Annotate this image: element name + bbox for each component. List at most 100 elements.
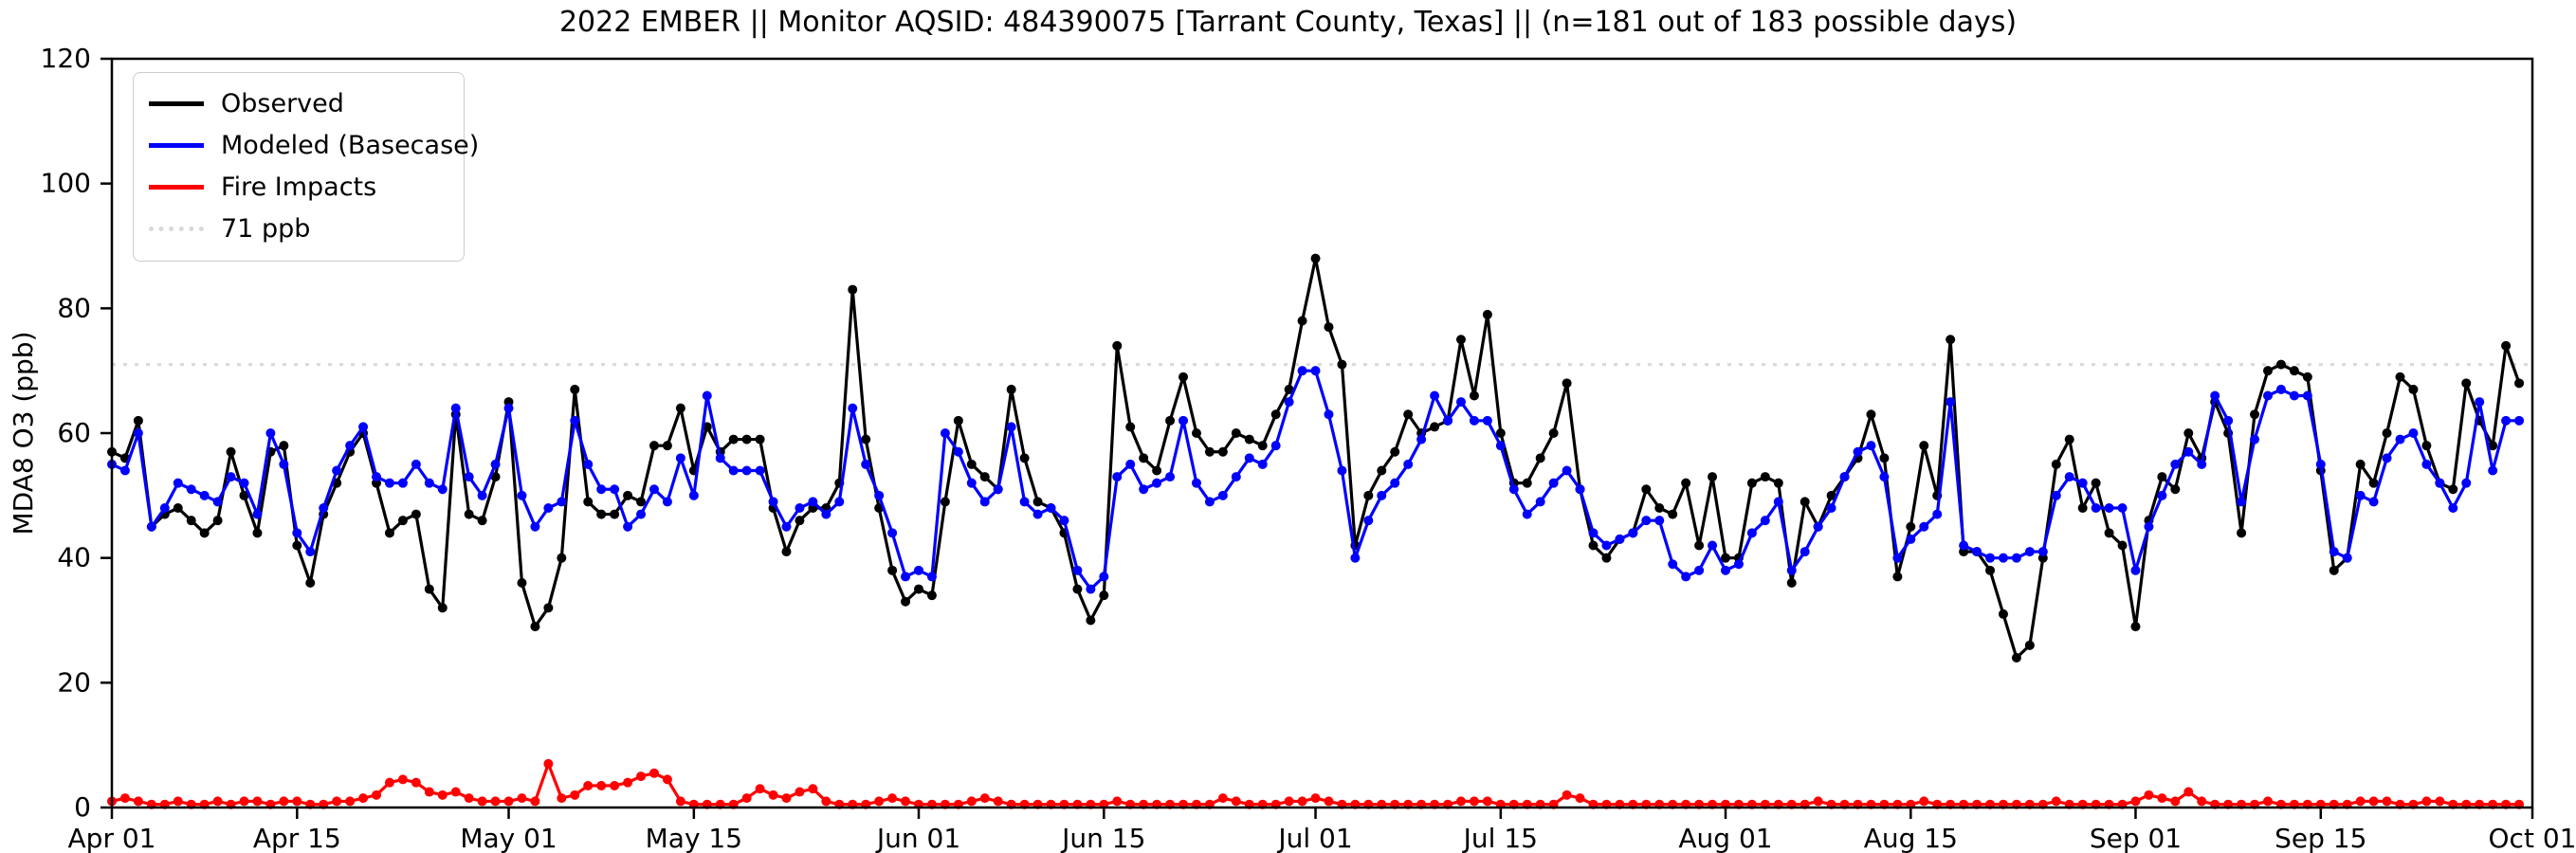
data-point	[212, 516, 223, 526]
data-point	[2421, 459, 2432, 469]
data-point	[133, 428, 143, 438]
data-point	[173, 478, 183, 488]
data-point	[1786, 578, 1797, 588]
data-point	[2329, 547, 2339, 557]
data-point	[755, 465, 765, 476]
data-point	[940, 497, 950, 507]
fire-line-sample	[149, 184, 204, 190]
data-point	[1178, 415, 1189, 426]
data-point	[675, 796, 685, 807]
data-point	[1668, 559, 1678, 570]
data-point	[2514, 378, 2525, 389]
data-point	[1760, 516, 1770, 526]
data-point	[2275, 384, 2286, 394]
data-point	[1337, 465, 1347, 476]
data-point	[464, 472, 474, 482]
data-point	[1906, 521, 1916, 532]
data-point	[979, 497, 990, 507]
data-point	[397, 774, 408, 785]
data-point	[1641, 516, 1652, 526]
data-point	[1641, 484, 1652, 495]
data-point	[636, 497, 647, 507]
data-point	[2421, 796, 2432, 807]
data-point	[1932, 509, 1943, 519]
data-point	[437, 789, 448, 800]
data-point	[1562, 465, 1572, 476]
axes-frame	[110, 57, 2534, 809]
data-point	[1231, 796, 1241, 807]
data-point	[596, 509, 607, 519]
data-point	[636, 509, 647, 519]
data-point	[2262, 366, 2273, 376]
data-point	[966, 459, 977, 469]
x-tick-label: Jun 01	[875, 823, 960, 853]
data-point	[397, 478, 408, 488]
data-point	[2144, 521, 2154, 532]
data-point	[119, 465, 130, 476]
data-point	[358, 422, 369, 432]
data-point	[2077, 478, 2088, 488]
data-point	[437, 603, 448, 613]
data-point	[1866, 409, 1876, 420]
data-point	[1363, 490, 1374, 500]
data-point	[596, 780, 607, 790]
data-point	[1839, 472, 1850, 482]
data-point	[1906, 534, 1916, 544]
data-point	[926, 590, 937, 601]
data-point	[1998, 553, 2008, 563]
y-tick-label: 60	[57, 417, 91, 448]
data-point	[1046, 503, 1056, 513]
data-point	[1430, 390, 1440, 401]
data-point	[953, 446, 963, 457]
data-point	[226, 472, 236, 482]
data-point	[755, 784, 765, 794]
data-point	[2355, 459, 2366, 469]
data-point	[795, 516, 805, 526]
data-point	[1390, 478, 1400, 488]
data-point	[1721, 553, 1730, 563]
data-point	[450, 787, 461, 797]
data-point	[1072, 565, 1083, 575]
data-point	[1535, 453, 1545, 463]
data-point	[2250, 409, 2260, 420]
data-point	[1946, 335, 1956, 345]
data-point	[2130, 565, 2141, 575]
data-point	[2435, 796, 2445, 807]
data-point	[490, 796, 501, 807]
data-point	[1217, 446, 1228, 457]
data-point	[464, 509, 474, 519]
data-point	[2117, 540, 2128, 551]
data-point	[2104, 528, 2114, 538]
data-point	[1919, 521, 1929, 532]
data-point	[1708, 540, 1718, 551]
data-point	[1708, 472, 1718, 482]
data-point	[1588, 540, 1599, 551]
data-point	[1813, 521, 1823, 532]
data-point	[2488, 465, 2498, 476]
data-point	[2382, 428, 2392, 438]
data-point	[1337, 359, 1347, 370]
data-point	[1165, 472, 1176, 482]
data-point	[1443, 415, 1453, 426]
data-point	[861, 434, 871, 445]
legend-label: Modeled (Basecase)	[221, 130, 480, 160]
data-point	[305, 578, 316, 588]
data-point	[2514, 415, 2525, 426]
data-point	[755, 434, 765, 445]
data-point	[795, 503, 805, 513]
data-point	[557, 793, 567, 804]
y-tick-label: 0	[74, 791, 91, 823]
data-point	[1297, 796, 1307, 807]
data-point	[1257, 441, 1268, 451]
data-point	[741, 434, 752, 445]
data-point	[2475, 397, 2485, 408]
series-line-modeled-basecase-	[111, 369, 2520, 591]
data-point	[292, 528, 302, 538]
data-point	[2157, 490, 2167, 500]
data-point	[252, 796, 263, 807]
data-point	[1654, 516, 1665, 526]
data-point	[212, 796, 223, 807]
data-point	[1270, 409, 1281, 420]
x-tick-label: Apr 01	[68, 823, 156, 853]
